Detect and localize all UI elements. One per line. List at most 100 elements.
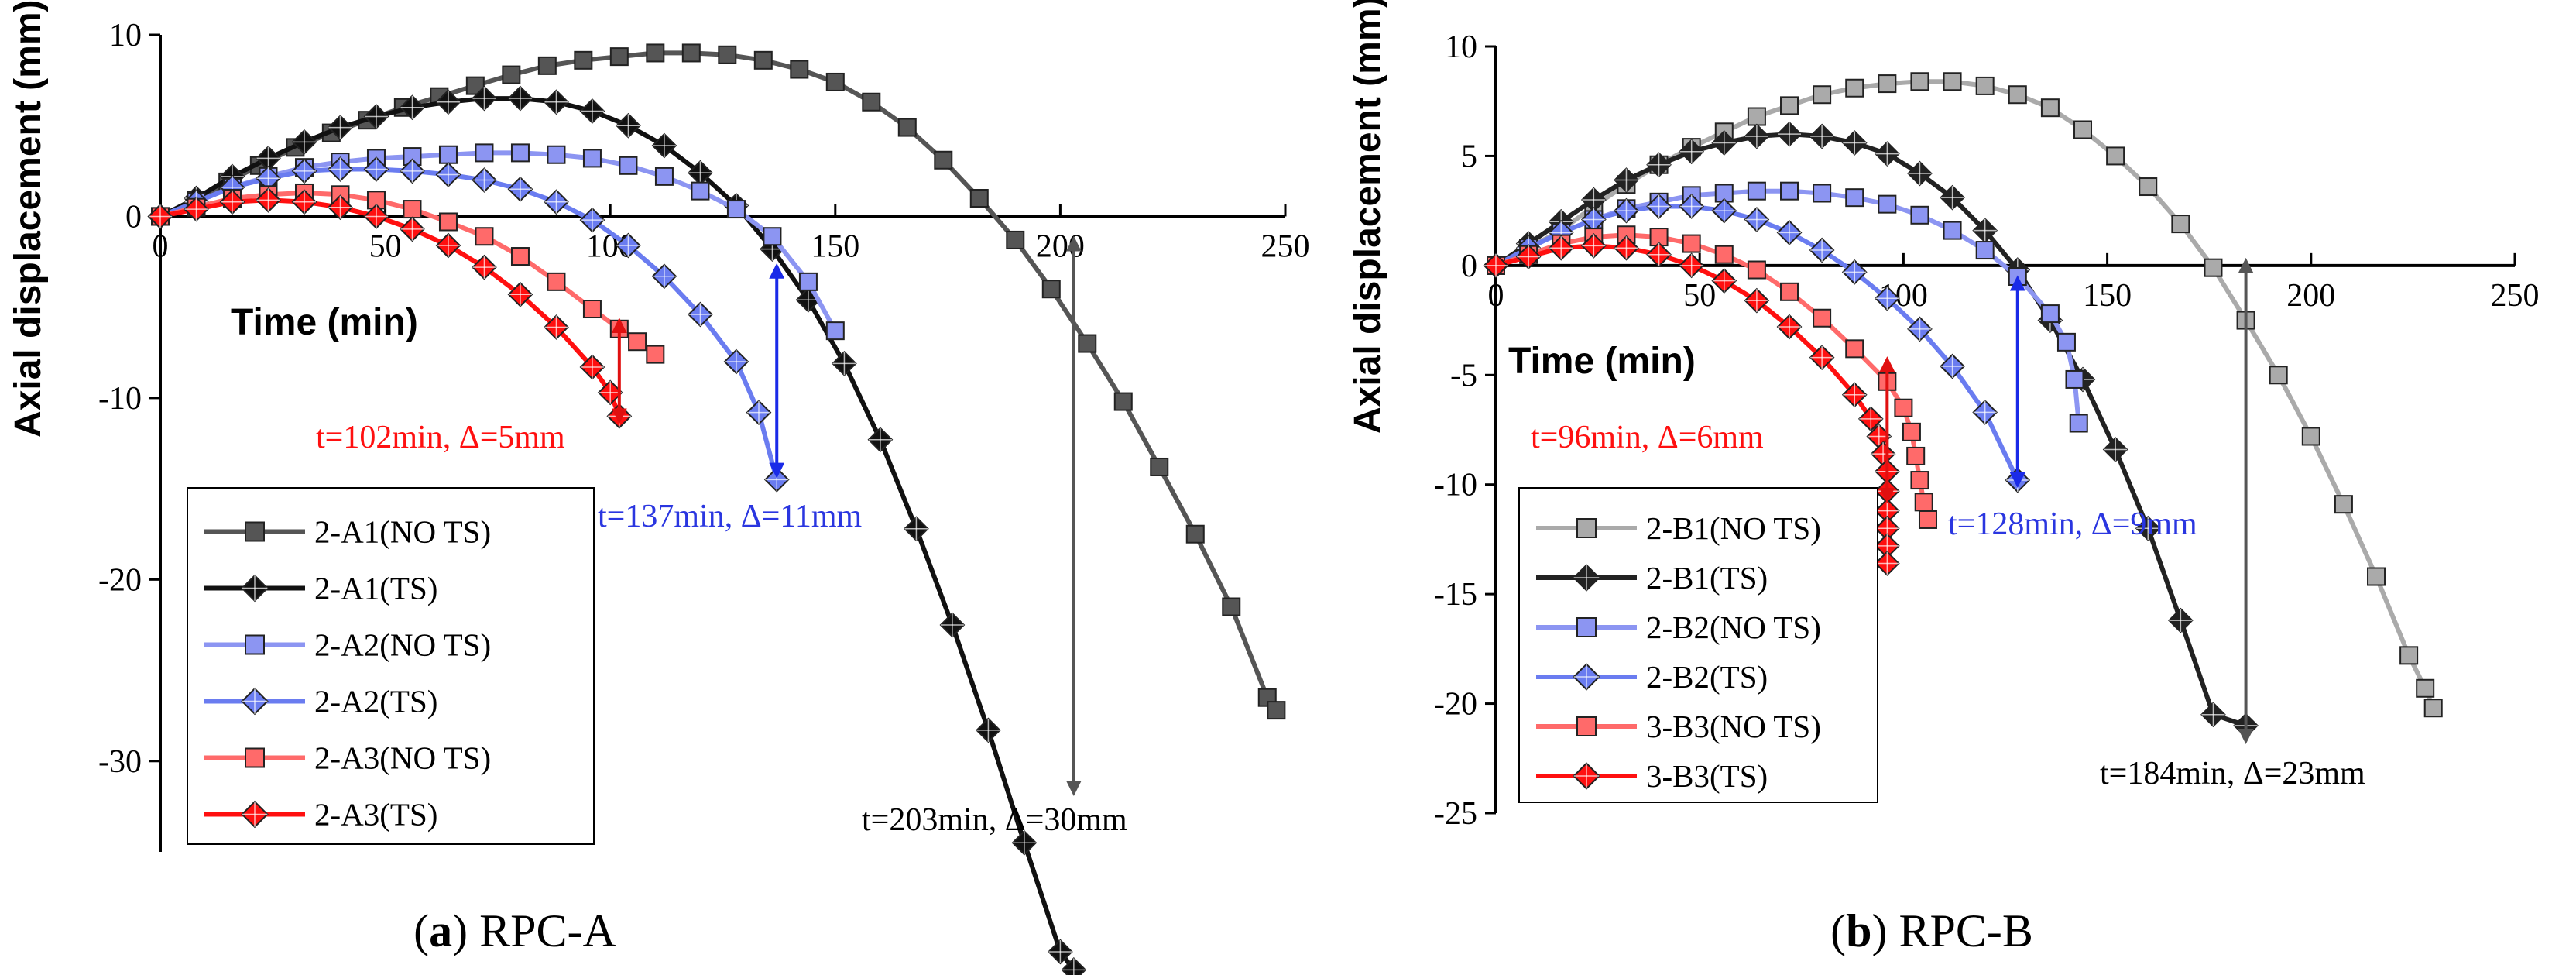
data-point [2167, 607, 2194, 633]
panel-b-caption: (b) RPC-B [1830, 905, 2033, 956]
data-point [691, 181, 710, 201]
data-point [1906, 446, 1926, 465]
legend-label: 2-A3(TS) [314, 797, 437, 833]
data-point [897, 118, 917, 137]
data-point [291, 189, 317, 215]
data-point [1679, 139, 1705, 165]
legend-item: 2-A2(NO TS) [204, 627, 491, 663]
legend-label: 2-B1(NO TS) [1646, 510, 1821, 546]
data-point [825, 321, 845, 341]
data-point [2056, 332, 2076, 352]
legend-item: 2-A2(TS) [204, 684, 437, 719]
data-point [2399, 646, 2419, 665]
y-tick-label: -10 [1434, 468, 1477, 503]
data-point [507, 85, 533, 112]
legend-swatch-marker [241, 800, 269, 829]
data-point [939, 612, 966, 638]
data-point [1714, 245, 1734, 264]
data-point [862, 92, 881, 112]
panel-a-series [147, 43, 1286, 975]
data-point [547, 272, 566, 291]
legend-swatch-marker [1576, 617, 1597, 637]
panel-b-annotations: t=96min, Δ=6mm t=128min, Δ=9mm t=184min, Δ… [1531, 257, 2365, 791]
legend-label: 2-A2(NO TS) [314, 627, 491, 663]
data-point [472, 85, 497, 112]
x-tick-label: 250 [1261, 228, 1310, 264]
legend-item: 3-B3(NO TS) [1536, 709, 1821, 744]
data-point [328, 156, 353, 182]
data-point [681, 43, 701, 63]
y-tick-label: -20 [1434, 687, 1477, 723]
data-point [579, 354, 605, 380]
data-point [363, 204, 389, 229]
data-point [646, 43, 665, 63]
data-point [2204, 258, 2223, 277]
data-point [825, 72, 845, 91]
x-tick-label: 150 [2083, 278, 2132, 314]
y-tick-label: 5 [1461, 139, 1477, 174]
data-point [579, 98, 605, 124]
data-point [435, 89, 461, 115]
data-point [328, 194, 353, 221]
data-point [1841, 259, 1868, 285]
data-point [1870, 441, 1896, 467]
series-line [159, 191, 657, 357]
legend-label: 2-B2(NO TS) [1646, 609, 1821, 645]
data-point [400, 216, 425, 242]
x-tick-label: 0 [1488, 278, 1504, 314]
data-point [2040, 98, 2060, 118]
data-point [1902, 422, 1921, 441]
data-point [746, 400, 772, 426]
legend-swatch-marker [1576, 716, 1597, 736]
panel-a-caption-title: RPC-A [479, 905, 616, 956]
data-point [1006, 230, 1025, 249]
data-point [184, 196, 209, 222]
data-point [328, 115, 353, 140]
data-point [1744, 207, 1770, 232]
data-point [651, 263, 677, 290]
data-point [1813, 184, 1832, 203]
data-point [1776, 121, 1803, 147]
data-point [1711, 268, 1737, 294]
data-point [976, 717, 1001, 743]
panel-b-x-axis-label: Time (min) [1508, 341, 1696, 382]
panel-a-caption: (a) RPC-A [413, 905, 616, 956]
data-point [2423, 699, 2443, 718]
data-point [1711, 130, 1737, 156]
data-point [544, 189, 569, 215]
data-point [574, 50, 593, 70]
data-point [1780, 282, 1799, 301]
data-point [1776, 314, 1803, 340]
legend-label: 3-B3(TS) [1646, 758, 1768, 794]
data-point [763, 467, 790, 493]
data-point [1744, 287, 1770, 314]
panel-a-y-axis-label: Axial displacement (mm) [8, 0, 49, 438]
data-point [1845, 188, 1864, 208]
data-point [544, 314, 569, 340]
annotation-label: t=184min, Δ=23mm [2100, 756, 2365, 791]
data-point [400, 158, 425, 184]
data-point [291, 158, 317, 184]
data-point [616, 232, 641, 259]
data-point [502, 65, 521, 84]
data-point [1041, 280, 1061, 299]
data-point [1614, 167, 1639, 193]
data-point [1975, 241, 1995, 260]
data-point [1809, 345, 1835, 371]
data-point [2008, 85, 2027, 105]
data-point [1918, 510, 1937, 529]
data-point [1711, 197, 1737, 224]
legend-label: 3-B3(NO TS) [1646, 709, 1821, 744]
data-point [1894, 398, 1913, 417]
data-point [507, 176, 533, 202]
annotation-label: t=96min, Δ=6mm [1531, 420, 1764, 455]
data-point [1267, 701, 1286, 720]
panel-b-caption-label: b [1846, 905, 1871, 956]
data-point [1614, 197, 1639, 224]
data-point [1679, 252, 1705, 279]
panel-b-legend: 2-B1(NO TS) 2-B1(TS) 2-B2(NO TS) 2-B2(TS) 3-… [1518, 487, 1878, 803]
data-point [651, 132, 677, 159]
x-tick-label: 200 [2286, 278, 2335, 314]
x-tick-label: 200 [1036, 228, 1085, 264]
